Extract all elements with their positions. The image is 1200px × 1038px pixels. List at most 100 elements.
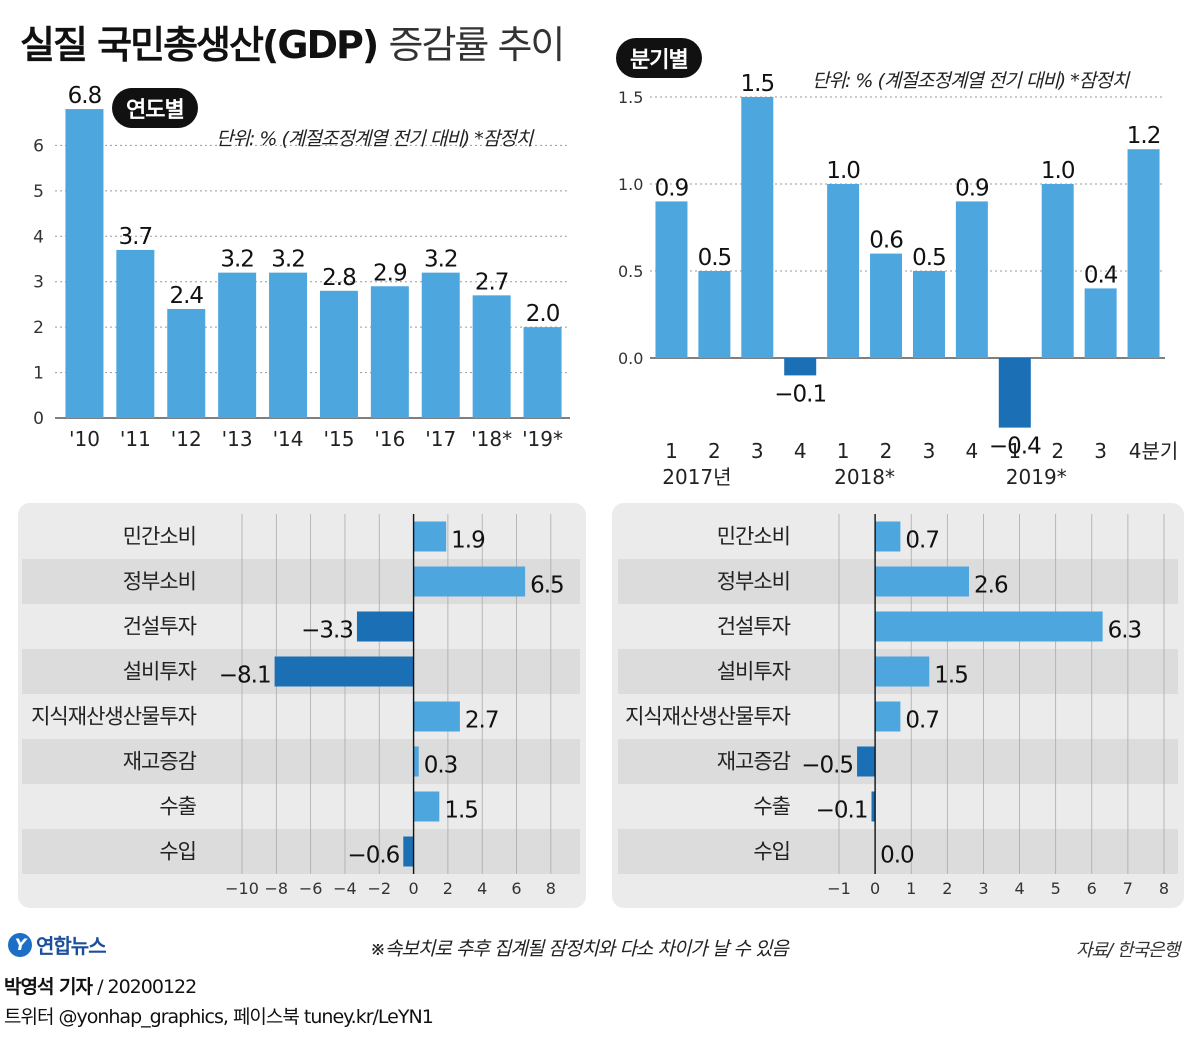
x-tick-label: 3 (923, 439, 936, 463)
bar-value-label: 0.9 (655, 175, 689, 201)
yonhap-logo-text: 연합뉴스 (36, 934, 107, 958)
bar-value-label: −0.1 (816, 798, 868, 824)
row-stripe (618, 739, 1178, 784)
bar (871, 791, 876, 822)
bar (413, 701, 460, 732)
bar (218, 272, 257, 418)
x-tick-label: 2 (1051, 439, 1064, 463)
bar-value-label: 1.5 (934, 663, 968, 689)
bar (655, 201, 688, 358)
reporter-date: / 20200122 (97, 976, 197, 998)
row-stripe (618, 829, 1178, 874)
bar-value-label: 3.2 (424, 247, 458, 273)
reporter-name: 박영석 기자 (4, 976, 93, 998)
bar (370, 286, 409, 418)
bar (998, 358, 1031, 428)
bar (784, 358, 817, 376)
bar (741, 97, 774, 358)
bar-value-label: 2.9 (373, 260, 407, 286)
category-label: 지식재산생산물투자 (31, 705, 197, 729)
bar (472, 295, 511, 418)
x-tick-label: '11 (120, 427, 151, 451)
bar-value-label: 0.5 (912, 245, 946, 271)
category-label: 건설투자 (717, 615, 791, 639)
bar (421, 272, 460, 418)
year-label: 2018* (834, 465, 895, 489)
bar-value-label: 0.6 (869, 228, 903, 254)
bar (413, 566, 526, 597)
x-tick-label: −8 (265, 879, 289, 898)
bar-value-label: 0.9 (955, 175, 989, 201)
x-tick-label: 5 (1051, 879, 1061, 898)
x-tick-label: 8 (546, 879, 556, 898)
bar (1127, 149, 1160, 358)
credit-strip (0, 966, 1200, 1038)
y-tick-label: 1.0 (618, 175, 643, 194)
bar (875, 611, 1103, 642)
bar-value-label: 3.2 (271, 247, 305, 273)
bar (955, 201, 988, 358)
x-tick-label: 0 (870, 879, 880, 898)
bar-value-label: 0.7 (905, 708, 939, 734)
bar (403, 836, 414, 867)
bar-value-label: 2.0 (526, 301, 560, 327)
y-tick-label: 4 (33, 227, 44, 247)
bar (875, 521, 901, 552)
social-links: 트위터 @yonhap_graphics, 페이스북 tuney.kr/LeYN… (4, 1006, 434, 1028)
page-title: 실질 국민총생산(GDP) 증감률 추이 (20, 14, 566, 69)
bar-value-label: 1.2 (1127, 123, 1161, 149)
x-tick-label: 4 (1014, 879, 1024, 898)
x-tick-label: '17 (425, 427, 456, 451)
bar-value-label: 6.3 (1108, 618, 1142, 644)
y-tick-label: 5 (33, 182, 44, 202)
bar (698, 271, 731, 358)
x-tick-label: '14 (273, 427, 304, 451)
x-tick-label: 2 (880, 439, 893, 463)
row-stripe (22, 739, 580, 784)
x-tick-label: '10 (69, 427, 100, 451)
x-tick-label: 2 (443, 879, 453, 898)
x-tick-label: 2 (708, 439, 721, 463)
title-sub: 증감률 추이 (388, 23, 566, 67)
category-label: 수출 (753, 795, 790, 819)
bar-value-label: 3.7 (119, 224, 153, 250)
bar-value-label: 0.3 (424, 753, 458, 779)
x-tick-label: '15 (323, 427, 354, 451)
quarterly-chart-badge: 분기별 (616, 38, 702, 78)
bar-value-label: −3.3 (301, 618, 353, 644)
bar (116, 249, 155, 418)
annual-chart-badge: 연도별 (112, 88, 198, 128)
x-tick-label: 3 (1094, 439, 1107, 463)
bar (167, 308, 206, 418)
bar (413, 746, 419, 777)
bar-value-label: 1.0 (826, 158, 860, 184)
bar-value-label: −0.1 (774, 381, 826, 407)
bar-value-label: 1.9 (451, 528, 485, 554)
bar (413, 521, 447, 552)
reporter-credit: 박영석 기자 / 20200122 (4, 972, 197, 999)
bar (875, 566, 969, 597)
category-label: 재고증감 (123, 750, 197, 774)
bar-value-label: 0.7 (905, 528, 939, 554)
x-tick-label: 1 (665, 439, 678, 463)
x-tick-label: 0 (408, 879, 418, 898)
bar (1041, 184, 1074, 358)
quarterly-unit-note: 단위: % (계절조정계열 전기 대비) *잠정치 (812, 70, 1129, 92)
bar-value-label: 2.4 (169, 283, 203, 309)
year-label: 2017년 (662, 465, 731, 489)
y-tick-label: 1 (33, 364, 44, 384)
bar-value-label: 2.7 (475, 269, 509, 295)
bar-value-label: 2.8 (322, 265, 356, 291)
y-tick-label: 3 (33, 273, 44, 293)
x-tick-label: 8 (1159, 879, 1169, 898)
x-tick-label: 4분기 (1129, 439, 1179, 463)
bar (827, 184, 860, 358)
footnote: ※속보치로 추후 집계될 잠정치와 다소 차이가 날 수 있음 (370, 938, 789, 960)
x-tick-label: 4 (477, 879, 487, 898)
bar (356, 611, 414, 642)
y-tick-label: 6 (33, 136, 44, 156)
x-tick-label: 3 (978, 879, 988, 898)
category-label: 민간소비 (123, 525, 196, 549)
bar (875, 701, 901, 732)
category-label: 민간소비 (717, 525, 790, 549)
